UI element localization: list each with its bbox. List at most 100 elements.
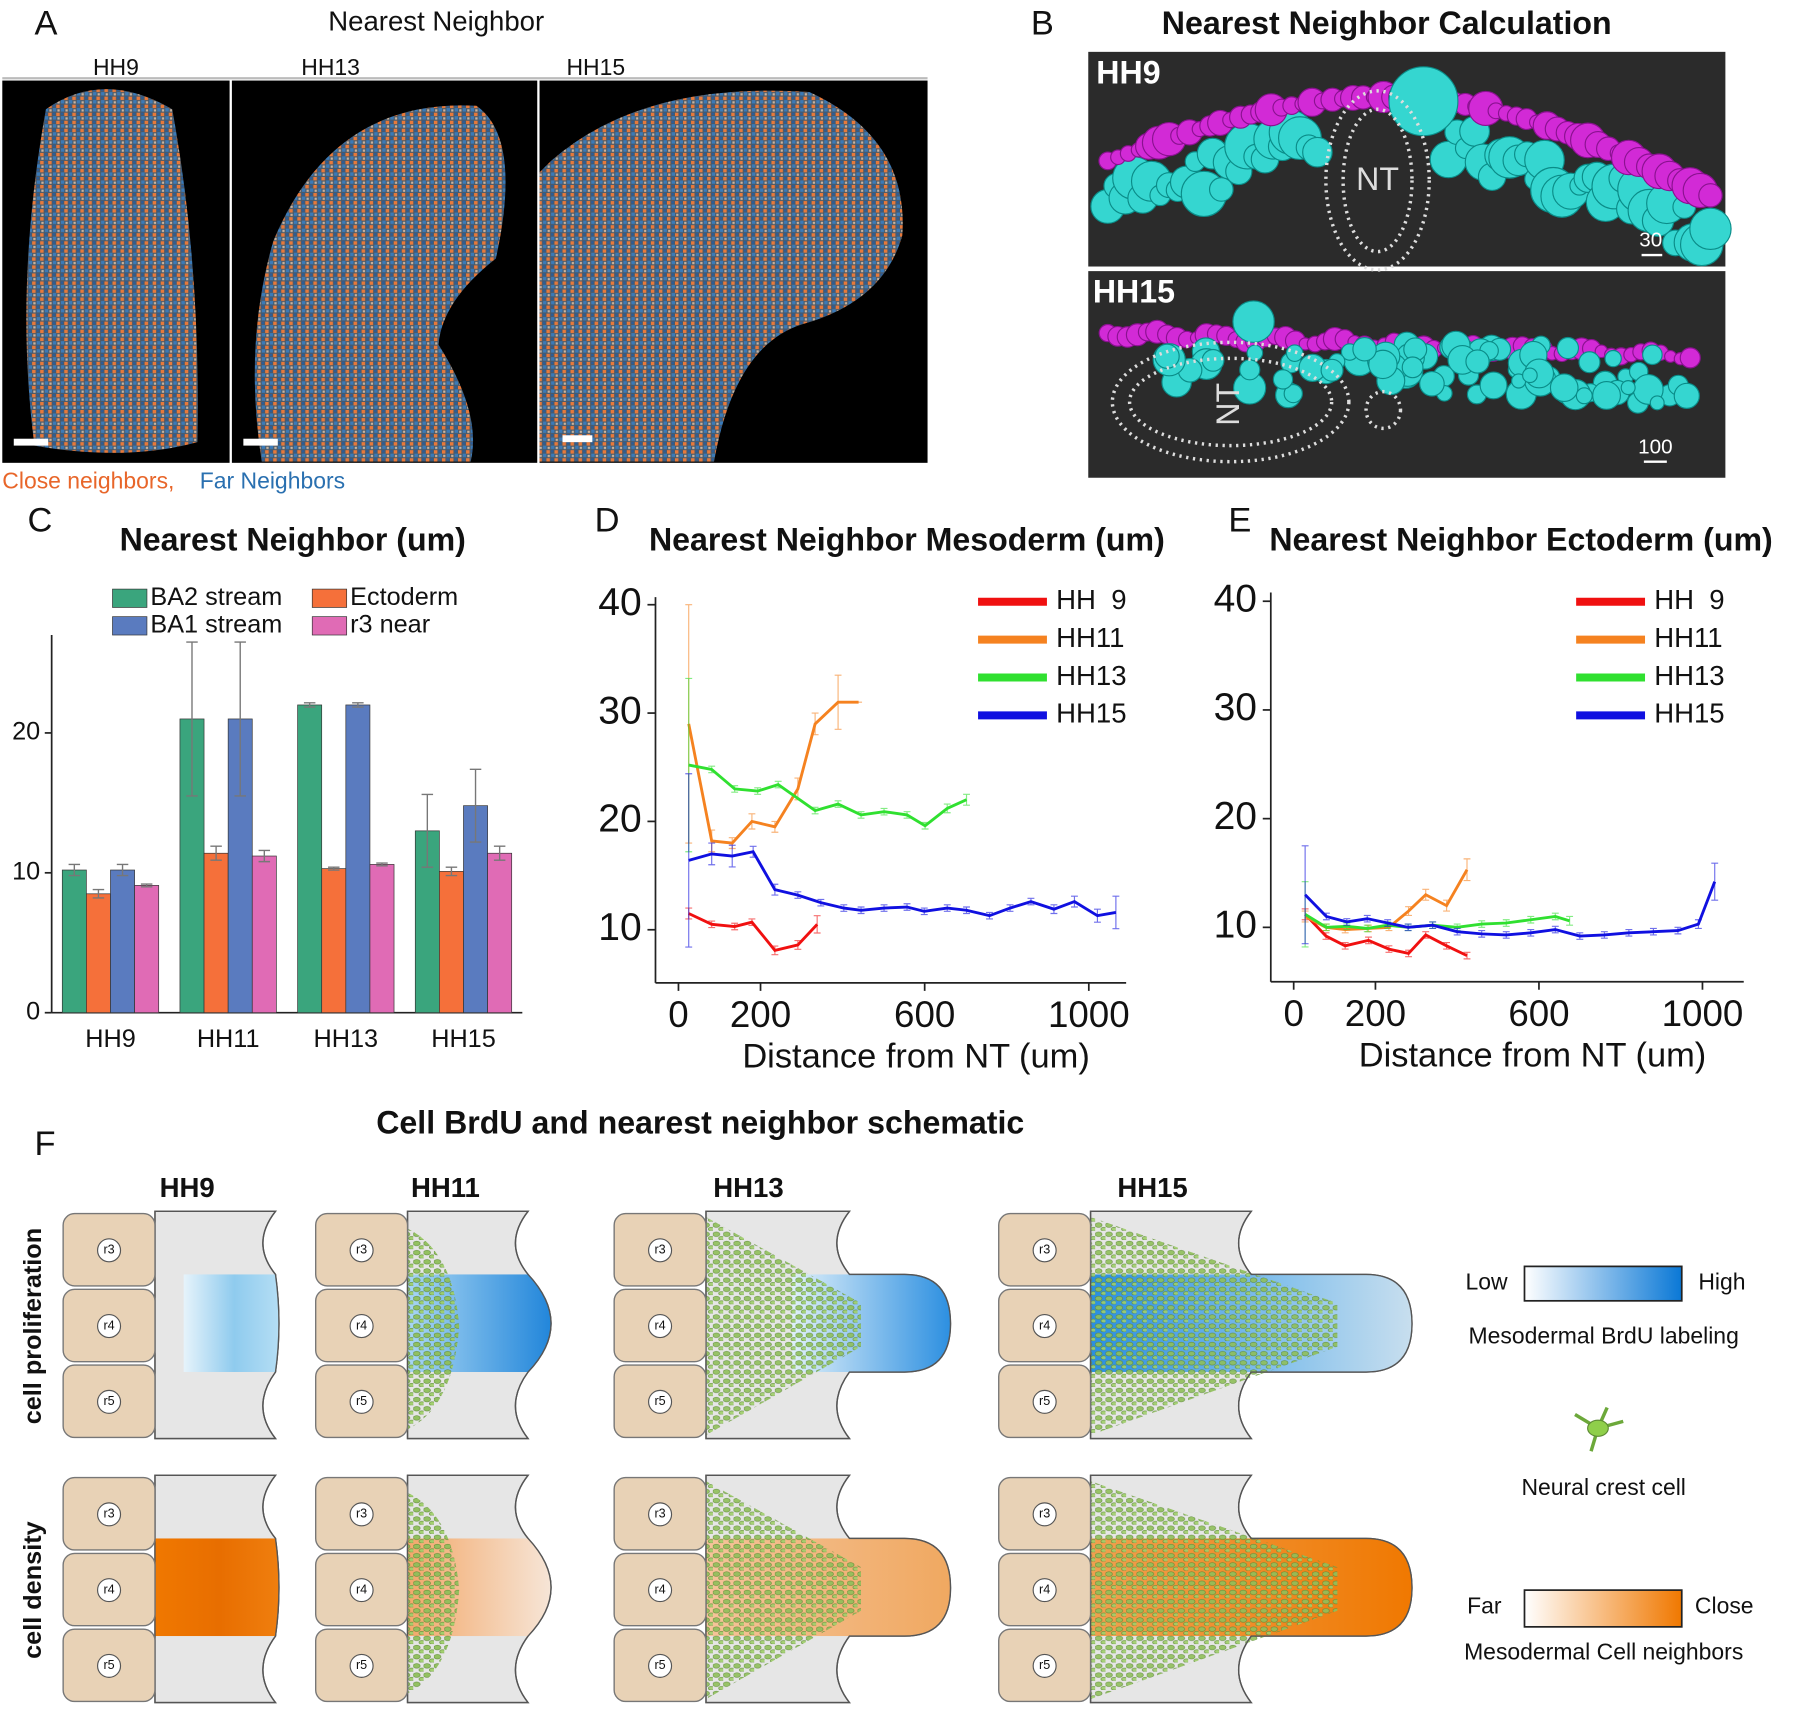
y-tick-label: 40 bbox=[1214, 578, 1257, 621]
error-bar bbox=[813, 915, 821, 934]
nt-outline bbox=[1364, 389, 1403, 431]
error-bar bbox=[303, 702, 316, 708]
panel-label: F bbox=[34, 1125, 55, 1163]
series-line bbox=[687, 700, 859, 845]
rhombomere-marker bbox=[648, 1314, 673, 1339]
rhombomere-label: r4 bbox=[654, 1582, 665, 1596]
legend-swatch bbox=[112, 588, 148, 608]
color-scale bbox=[1523, 1265, 1683, 1302]
cell-blob bbox=[1556, 336, 1580, 360]
chart-title: Nearest Neighbor Mesoderm (um) bbox=[649, 522, 1165, 558]
rhombomere-marker bbox=[349, 1314, 374, 1339]
series-line bbox=[688, 763, 968, 828]
cell-blob bbox=[1673, 382, 1700, 409]
x-tick-label: 1000 bbox=[1662, 993, 1744, 1034]
color-scale bbox=[1523, 1589, 1683, 1628]
rhombomere-label: r5 bbox=[654, 1658, 665, 1672]
bar bbox=[61, 869, 87, 1014]
error-bar bbox=[234, 641, 246, 797]
neural-crest bbox=[407, 1492, 460, 1694]
legend-caption: Mesodermal BrdU labeling bbox=[1469, 1323, 1739, 1349]
error-bar bbox=[469, 768, 482, 843]
tissue-outline bbox=[406, 1474, 552, 1704]
tissue-outline bbox=[1089, 1474, 1413, 1704]
cell-blob bbox=[1604, 349, 1622, 368]
rhombomere-label: r5 bbox=[356, 1658, 367, 1672]
panel-label: C bbox=[28, 502, 53, 540]
error-bar bbox=[1301, 845, 1309, 945]
legend-caption: Mesodermal Cell neighbors bbox=[1464, 1638, 1743, 1664]
x-tick-label: HH13 bbox=[314, 1025, 379, 1053]
y-tick-label: 30 bbox=[1214, 686, 1257, 729]
rhombomere-marker bbox=[97, 1238, 122, 1263]
nt-outline bbox=[1341, 107, 1414, 254]
legend-label: BA2 stream bbox=[150, 583, 282, 611]
embryo bbox=[254, 105, 506, 462]
rhombomere-label: r3 bbox=[1039, 1507, 1050, 1521]
bar bbox=[86, 893, 111, 1014]
legend-close: Close neighbors, bbox=[2, 467, 174, 493]
legend-label: HH13 bbox=[1056, 660, 1126, 691]
legend-caption: Neural crest cell bbox=[1521, 1474, 1685, 1500]
rhombomere-marker bbox=[349, 1653, 374, 1678]
stage-label: HH15 bbox=[1117, 1172, 1187, 1203]
rhombomere-label: r5 bbox=[1039, 1658, 1050, 1672]
legend-label: BA1 stream bbox=[150, 611, 282, 639]
bar bbox=[369, 864, 395, 1014]
rhombomere-label: r5 bbox=[1039, 1394, 1050, 1408]
error-bar bbox=[92, 888, 105, 899]
rhombomere-marker bbox=[97, 1578, 122, 1603]
y-tick-label: 10 bbox=[12, 857, 40, 885]
cell-blob bbox=[1592, 380, 1622, 410]
legend-close: Close bbox=[1695, 1592, 1754, 1618]
cell-blob bbox=[1368, 349, 1398, 380]
rhombomere-marker bbox=[1032, 1578, 1057, 1603]
nt-outline bbox=[1127, 356, 1334, 448]
cell-blob bbox=[1522, 367, 1538, 384]
stage-label: HH15 bbox=[566, 54, 625, 80]
scale-bar bbox=[243, 438, 278, 446]
rhombomere-marker bbox=[648, 1389, 673, 1414]
legend-label: HH13 bbox=[1654, 660, 1724, 691]
stage-label: HH11 bbox=[411, 1172, 480, 1203]
y-tick-label: 20 bbox=[12, 718, 40, 746]
bar bbox=[251, 855, 277, 1014]
legend-label: HH 9 bbox=[1654, 584, 1724, 615]
cell-blob bbox=[1401, 356, 1424, 379]
x-tick-label: 600 bbox=[894, 994, 955, 1035]
neural-crest bbox=[1090, 1217, 1338, 1436]
rhombomere-marker bbox=[1032, 1389, 1057, 1414]
neural-crest bbox=[407, 1228, 460, 1430]
rhombomere-marker bbox=[97, 1389, 122, 1414]
rhombomere-marker bbox=[648, 1238, 673, 1263]
chart-title: Nearest Neighbor (um) bbox=[120, 522, 466, 558]
rhombomere-label: r3 bbox=[654, 1243, 665, 1257]
nt-label: NT bbox=[1356, 161, 1399, 197]
rhombomere-marker bbox=[349, 1502, 374, 1527]
rhombomere-marker bbox=[97, 1314, 122, 1339]
bar bbox=[321, 868, 347, 1014]
panel-label: D bbox=[595, 502, 620, 540]
tissue-outline bbox=[154, 1210, 280, 1440]
tissue-outline bbox=[406, 1210, 552, 1440]
scale-bar bbox=[13, 438, 49, 446]
panel-title: Nearest Neighbor Calculation bbox=[1162, 5, 1612, 41]
x-axis-title: Distance from NT (um) bbox=[742, 1038, 1089, 1076]
cell-blob bbox=[1620, 380, 1636, 396]
nt-outline bbox=[1324, 89, 1431, 272]
x-tick-label: HH15 bbox=[431, 1025, 496, 1053]
legend-high: High bbox=[1698, 1269, 1745, 1295]
rhombomere-label: r4 bbox=[103, 1318, 114, 1332]
label-band bbox=[183, 1274, 279, 1373]
cell-blob bbox=[1320, 358, 1344, 382]
error-bar bbox=[376, 862, 388, 867]
bar bbox=[203, 852, 229, 1014]
rhombomere-label: r4 bbox=[654, 1318, 665, 1332]
rhombomere-label: r4 bbox=[1039, 1318, 1050, 1332]
x-tick-label: HH11 bbox=[197, 1025, 260, 1053]
rhombomere-marker bbox=[648, 1502, 673, 1527]
legend-low: Low bbox=[1466, 1269, 1509, 1295]
x-tick-label: 200 bbox=[730, 994, 791, 1035]
rhombomere-marker bbox=[1032, 1314, 1057, 1339]
x-tick-label: HH9 bbox=[85, 1025, 136, 1053]
